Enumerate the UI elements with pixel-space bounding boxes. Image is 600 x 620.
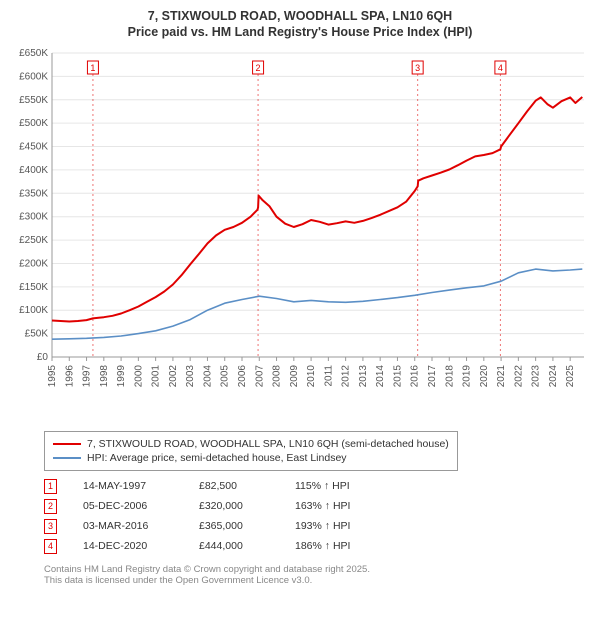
svg-text:£200K: £200K [19,258,48,269]
svg-text:2008: 2008 [272,364,283,387]
svg-text:4: 4 [498,62,503,72]
transaction-hpi: 163% ↑ HPI [295,500,385,512]
svg-text:2024: 2024 [548,364,559,387]
footer-attribution: Contains HM Land Registry data © Crown c… [44,564,592,588]
svg-text:2014: 2014 [375,364,386,387]
svg-text:2: 2 [256,62,261,72]
svg-text:1999: 1999 [116,364,127,387]
transaction-date: 14-DEC-2020 [83,540,173,552]
transaction-row: 2 05-DEC-2006 £320,000 163% ↑ HPI [44,499,592,514]
svg-text:2023: 2023 [531,364,542,387]
legend-swatch [53,457,81,459]
svg-text:2001: 2001 [151,364,162,387]
svg-text:1: 1 [90,62,95,72]
svg-text:£0: £0 [37,352,49,363]
chart-title-line1: 7, STIXWOULD ROAD, WOODHALL SPA, LN10 6Q… [8,8,592,24]
svg-text:£300K: £300K [19,211,48,222]
transaction-date: 14-MAY-1997 [83,480,173,492]
transactions-table: 1 14-MAY-1997 £82,500 115% ↑ HPI 2 05-DEC-200… [44,479,592,554]
svg-text:3: 3 [415,62,420,72]
transaction-price: £444,000 [199,540,269,552]
svg-text:2005: 2005 [220,364,231,387]
svg-text:2019: 2019 [462,364,473,387]
transaction-date: 05-DEC-2006 [83,500,173,512]
transaction-hpi: 115% ↑ HPI [295,480,385,492]
price-chart: £0 £50K £100K £150K £200K £250K £300K £350K £400… [8,45,592,425]
legend-item: 7, STIXWOULD ROAD, WOODHALL SPA, LN10 6Q… [53,438,449,450]
svg-text:2003: 2003 [185,364,196,387]
svg-text:2016: 2016 [410,364,421,387]
svg-text:2000: 2000 [133,364,144,387]
transaction-marker: 4 [44,539,57,554]
transaction-price: £82,500 [199,480,269,492]
svg-text:£650K: £650K [19,48,48,59]
footer-line2: This data is licensed under the Open Gov… [44,575,592,587]
svg-text:£550K: £550K [19,94,48,105]
footer-line1: Contains HM Land Registry data © Crown c… [44,564,592,576]
legend-item: HPI: Average price, semi-detached house,… [53,452,449,464]
transaction-marker: 3 [44,519,57,534]
svg-text:2004: 2004 [202,364,213,387]
svg-text:2013: 2013 [358,364,369,387]
svg-text:£500K: £500K [19,118,48,129]
svg-text:£50K: £50K [25,328,49,339]
svg-text:£400K: £400K [19,164,48,175]
svg-text:2006: 2006 [237,364,248,387]
legend: 7, STIXWOULD ROAD, WOODHALL SPA, LN10 6Q… [44,431,458,471]
svg-text:£150K: £150K [19,281,48,292]
svg-text:1998: 1998 [99,364,110,387]
svg-text:1997: 1997 [82,364,93,387]
transaction-price: £320,000 [199,500,269,512]
svg-text:£600K: £600K [19,71,48,82]
svg-text:2018: 2018 [444,364,455,387]
transaction-row: 3 03-MAR-2016 £365,000 193% ↑ HPI [44,519,592,534]
svg-text:£350K: £350K [19,188,48,199]
transaction-hpi: 186% ↑ HPI [295,540,385,552]
svg-text:£250K: £250K [19,235,48,246]
svg-text:1996: 1996 [64,364,75,387]
svg-text:2011: 2011 [323,364,334,386]
transaction-row: 1 14-MAY-1997 £82,500 115% ↑ HPI [44,479,592,494]
legend-swatch [53,443,81,445]
transaction-marker: 2 [44,499,57,514]
transaction-marker: 1 [44,479,57,494]
svg-text:2012: 2012 [341,364,352,387]
svg-text:2025: 2025 [565,364,576,387]
svg-text:2017: 2017 [427,364,438,387]
svg-text:2015: 2015 [392,364,403,387]
svg-text:£100K: £100K [19,305,48,316]
svg-text:2020: 2020 [479,364,490,387]
legend-label: HPI: Average price, semi-detached house,… [87,452,347,464]
transaction-row: 4 14-DEC-2020 £444,000 186% ↑ HPI [44,539,592,554]
svg-text:2021: 2021 [496,364,507,387]
transaction-date: 03-MAR-2016 [83,520,173,532]
transaction-price: £365,000 [199,520,269,532]
legend-label: 7, STIXWOULD ROAD, WOODHALL SPA, LN10 6Q… [87,438,449,450]
svg-text:2010: 2010 [306,364,317,387]
svg-text:1995: 1995 [47,364,58,387]
svg-text:£450K: £450K [19,141,48,152]
svg-text:2022: 2022 [513,364,524,387]
transaction-hpi: 193% ↑ HPI [295,520,385,532]
svg-text:2007: 2007 [254,364,265,387]
svg-text:2002: 2002 [168,364,179,387]
svg-text:2009: 2009 [289,364,300,387]
chart-title-line2: Price paid vs. HM Land Registry's House … [8,24,592,40]
